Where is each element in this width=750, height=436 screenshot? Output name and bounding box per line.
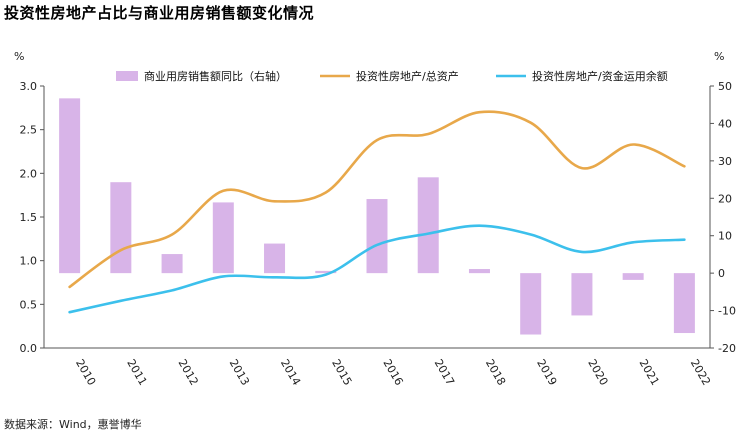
x-tick-label: 2011 [124,357,149,388]
bar-2022 [673,273,695,334]
x-tick-label: 2014 [278,357,303,388]
left-tick-label: 1.5 [20,211,38,224]
bar-2013 [212,202,234,274]
legend-label-bar: 商业用房销售额同比（右轴） [144,69,287,83]
bars [59,98,695,335]
bar-2021 [622,273,644,280]
x-tick-labels: 2010 2011 2012 2013 2014 2015 2016 2017 2018 2019… [73,357,713,388]
chart-title: 投资性房地产占比与商业用房销售额变化情况 [4,4,315,22]
legend-swatch-bar [116,71,138,81]
bar-2020 [571,273,593,316]
legend-label-line-total: 投资性房地产/总资产 [356,69,459,83]
axes: 0.0 0.5 1.0 1.5 2.0 2.5 3.0 -20 -10 0 10 20 30 40 50 [20,80,736,355]
right-tick-label: 50 [718,80,732,93]
right-tick-label: 20 [718,192,732,205]
right-axis-unit: % [714,50,724,63]
bar-2019 [520,273,542,335]
x-tick-label: 2017 [432,357,457,388]
left-tick-label: 1.0 [20,255,38,268]
bar-2018 [468,269,490,274]
x-tick-label: 2015 [329,357,354,388]
x-tick-label: 2018 [483,357,508,388]
left-tick-label: 3.0 [20,80,38,93]
bar-2015 [315,270,337,274]
right-tick-label: 0 [718,267,725,280]
x-tick-label: 2016 [380,357,405,388]
x-tick-label: 2022 [688,357,713,388]
x-tick-label: 2012 [175,357,200,388]
right-tick-label: 40 [718,117,732,130]
left-axis-unit: % [14,50,24,63]
bar-2012 [161,254,183,274]
x-tick-label: 2010 [73,357,98,388]
line-investment-to-funds-balance [68,224,686,314]
x-tick-label: 2021 [637,357,662,388]
legend: 商业用房销售额同比（右轴） 投资性房地产/总资产 投资性房地产/资金运用余额 [116,69,668,83]
legend-label-line-funds: 投资性房地产/资金运用余额 [532,69,668,83]
left-tick-label: 0.0 [20,342,38,355]
right-tick-label: 10 [718,230,732,243]
line-investment-to-total-assets [68,110,686,289]
bar-2010 [59,98,81,274]
right-tick-label: -20 [718,342,736,355]
source-note: 数据来源：Wind，惠誉博华 [4,418,142,431]
left-tick-label: 2.0 [20,167,38,180]
left-tick-label: 2.5 [20,124,38,137]
left-tick-label: 0.5 [20,298,38,311]
x-tick-label: 2019 [534,357,559,388]
right-tick-label: -10 [718,305,736,318]
x-tick-label: 2020 [585,357,610,388]
x-tick-label: 2013 [227,357,252,388]
bar-2016 [366,199,388,274]
bar-2011 [110,182,132,274]
right-tick-label: 30 [718,155,732,168]
bar-2017 [417,177,439,274]
lines [68,110,686,314]
bar-2014 [264,243,286,274]
